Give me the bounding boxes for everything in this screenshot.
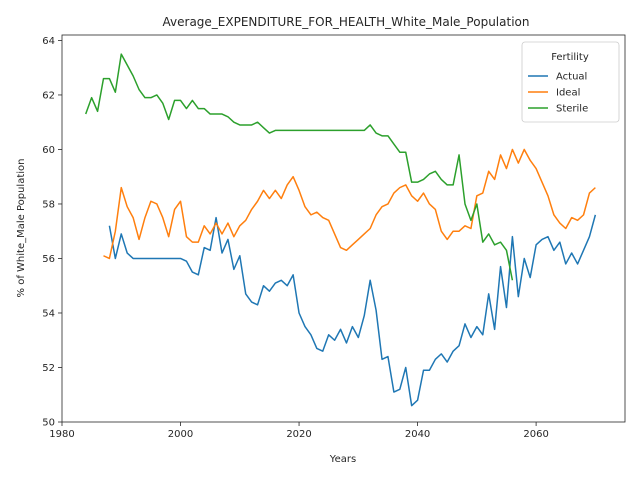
y-tick-label: 54	[42, 308, 55, 319]
y-tick-label: 50	[42, 418, 55, 429]
plot-frame	[61, 34, 626, 423]
legend: Fertility Actual Ideal Sterile	[521, 41, 620, 123]
series-line-actual	[108, 214, 597, 407]
y-tick-label: 64	[42, 36, 55, 47]
y-axis-ticks: 50 52 54 56 58 60 62 64	[42, 36, 62, 429]
y-tick-label: 56	[42, 254, 55, 265]
y-tick-label: 58	[42, 199, 55, 210]
chart-title: Average_EXPENDITURE_FOR_HEALTH_White_Mal…	[163, 15, 530, 29]
y-axis-label: % of White_Male Population	[16, 159, 27, 298]
x-tick-label: 2060	[523, 429, 548, 440]
legend-label-ideal: Ideal	[556, 88, 580, 99]
legend-box	[521, 41, 620, 123]
x-tick-label: 2020	[286, 429, 311, 440]
x-tick-label: 1980	[49, 429, 74, 440]
y-tick-label: 62	[42, 90, 55, 101]
x-axis-ticks: 1980 2000 2020 2040 2060	[49, 422, 549, 440]
y-tick-label: 60	[42, 145, 55, 156]
x-axis-label: Years	[329, 454, 356, 465]
legend-label-actual: Actual	[556, 72, 587, 83]
legend-label-sterile: Sterile	[556, 104, 588, 115]
legend-entries: Actual Ideal Sterile	[528, 72, 588, 115]
legend-title: Fertility	[551, 52, 589, 63]
x-tick-label: 2000	[168, 429, 193, 440]
y-tick-label: 52	[42, 363, 55, 374]
series-line-ideal	[103, 148, 596, 260]
x-tick-label: 2040	[405, 429, 430, 440]
series-line-sterile	[85, 53, 514, 281]
plot-lines	[85, 53, 597, 407]
